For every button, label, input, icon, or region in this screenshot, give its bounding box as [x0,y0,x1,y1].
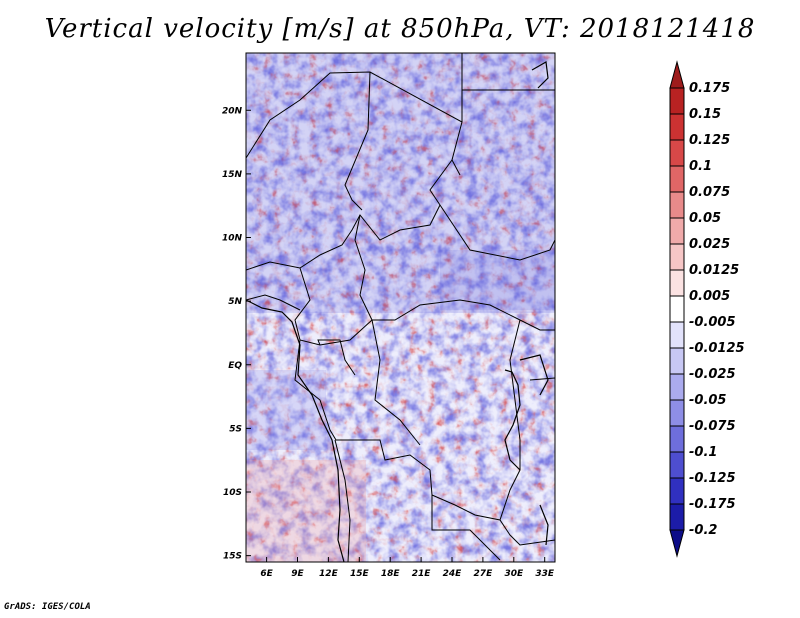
credit-text: GrADS: IGES/COLA [4,602,91,612]
colorbar-label: 0.175 [689,81,730,96]
colorbar-swatch [669,139,685,167]
colorbar-label: -0.005 [689,315,736,330]
lat-tick-label: 5N [228,297,242,307]
lat-tick-label: 10N [222,234,243,244]
colorbar-swatch [669,451,685,479]
latitude-axis: 20N 15N 10N 5N EQ 5S 10S 15S [222,106,251,562]
colorbar-label: -0.05 [689,393,726,408]
lat-tick-label: EQ [228,361,242,371]
colorbar-label: -0.2 [689,523,717,538]
colorbar-label: -0.1 [689,445,717,460]
colorbar-label: 0.075 [689,185,730,200]
lon-tick-label: 12E [319,569,339,579]
lon-tick-label: 33E [535,569,555,579]
colorbar-bottom-arrow [669,529,685,558]
colorbar-swatch [669,477,685,505]
colorbar-swatch [669,269,685,297]
lon-tick-label: 6E [260,569,273,579]
colorbar-swatch [669,113,685,141]
colorbar-swatch [669,347,685,375]
lat-tick-label: 5S [229,424,242,434]
colorbar-swatch [669,243,685,271]
colorbar-label: 0.025 [689,237,730,252]
colorbar-label: -0.125 [689,471,736,486]
colorbar-swatch [669,217,685,245]
lat-tick-label: 10S [223,488,242,498]
lat-tick-label: 15S [223,552,242,562]
colorbar-label: 0.0125 [689,263,739,278]
lon-tick-label: 9E [291,569,304,579]
colorbar-swatch [669,191,685,219]
lon-tick-label: 24E [443,569,463,579]
colorbar-swatch [669,399,685,427]
longitude-axis: 6E 9E 12E 15E 18E 21E 24E 27E 30E 33E [260,557,555,579]
lon-tick-label: 18E [381,569,401,579]
colorbar-swatch [669,87,685,115]
lat-tick-label: 20N [222,106,243,116]
colorbar-label: 0.05 [689,211,721,226]
lat-tick-label: 15N [222,170,243,180]
colorbar-top-arrow [669,60,685,89]
colorbar-label: 0.125 [689,133,730,148]
colorbar-label: 0.15 [689,107,721,122]
colorbar-label: 0.005 [689,289,730,304]
country-borders [246,53,555,562]
colorbar-label: -0.075 [689,419,736,434]
colorbar-label: -0.025 [689,367,736,382]
lon-tick-label: 27E [474,569,494,579]
colorbar-swatch [669,503,685,531]
map-chart: 20N 15N 10N 5N EQ 5S 10S 15S 6E 9E 12E 15E 18E 21E 24… [222,52,745,579]
colorbar-label: -0.175 [689,497,736,512]
map-frame [245,52,556,563]
lon-tick-label: 15E [350,569,370,579]
colorbar-label: -0.0125 [689,341,745,356]
velocity-field [246,53,555,562]
chart-title: Vertical velocity [m/s] at 850hPa, VT: 2… [44,14,756,44]
colorbar: 0.175 0.15 0.125 0.1 0.075 0.05 0.025 0.0125 0.0… [669,60,745,558]
colorbar-swatch [669,295,685,323]
lon-tick-label: 21E [412,569,432,579]
colorbar-swatch [669,321,685,349]
colorbar-swatch [669,373,685,401]
coastline [246,61,549,562]
colorbar-swatch [669,165,685,193]
colorbar-swatch [669,425,685,453]
lon-tick-label: 30E [504,569,524,579]
colorbar-label: 0.1 [689,159,712,174]
